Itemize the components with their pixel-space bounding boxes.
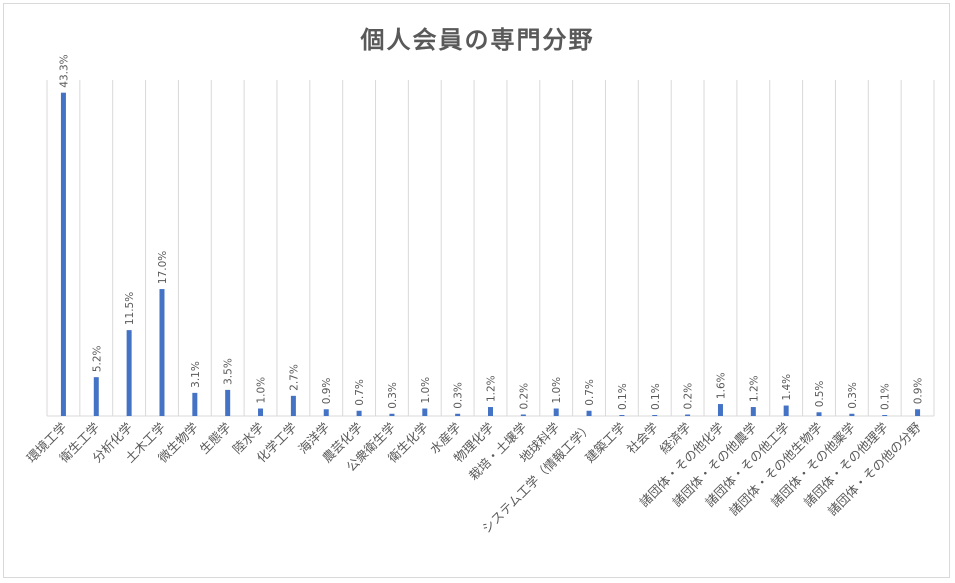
data-label: 1.0% [420,377,432,404]
data-label: 3.5% [223,358,235,385]
bar [356,410,362,416]
data-label: 0.5% [814,381,826,408]
bar [290,395,296,416]
x-tick-label: 社会学 [624,420,661,457]
bar [619,415,625,416]
data-label: 1.4% [781,374,793,401]
bar [915,409,921,416]
bar [816,412,822,416]
bar [685,414,691,416]
data-label: 43.3% [58,54,70,87]
data-label: 0.7% [354,379,366,406]
bar [717,404,723,416]
bar [422,408,428,416]
data-label: 0.9% [321,378,333,405]
data-label: 17.0% [157,251,169,284]
data-label: 0.1% [880,383,892,410]
data-label: 1.2% [748,375,760,402]
bar [389,413,395,416]
bar [783,405,789,416]
bar [652,415,658,416]
bar [520,414,526,416]
data-label: 0.2% [518,383,530,410]
data-label: 0.1% [650,383,662,410]
data-label: 5.2% [91,345,103,372]
data-label: 0.3% [387,382,399,409]
data-label: 0.3% [847,382,859,409]
bar [849,413,855,416]
data-label: 11.5% [124,292,136,325]
bar [159,289,165,416]
data-label: 1.6% [715,372,727,399]
bar [488,407,493,416]
data-label: 0.9% [913,378,925,405]
x-tick-label: 生態学 [197,420,234,457]
bar [60,92,66,417]
data-label: 1.0% [551,377,563,404]
bar [126,330,132,416]
bar [750,407,756,416]
bar [586,410,592,416]
data-label: 3.1% [190,361,202,388]
data-label: 0.3% [453,382,465,409]
data-label: 1.2% [486,375,498,402]
data-label: 0.7% [584,379,596,406]
chart-title: 個人会員の専門分野 [360,26,595,54]
bar [455,413,461,416]
bar [882,415,888,416]
bar [192,392,198,416]
data-label: 0.1% [617,383,629,410]
bar [93,377,99,416]
data-label: 1.0% [256,377,268,404]
bar [323,409,329,416]
bar [258,408,264,416]
data-label: 0.2% [683,383,695,410]
bar [225,389,231,416]
data-label: 2.7% [288,364,300,391]
bar [553,408,559,416]
